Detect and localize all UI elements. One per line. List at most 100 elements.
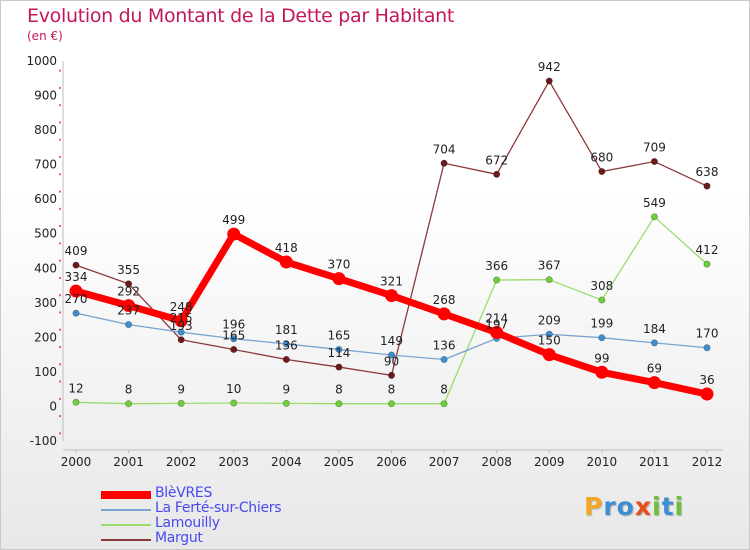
legend: BlèVRES La Ferté-sur-Chiers Lamouilly Ma… — [101, 485, 361, 547]
legend-item-lamouilly: Lamouilly — [101, 515, 361, 532]
data-label-blevres: 292 — [117, 285, 140, 299]
legend-item-blevres: BlèVRES — [101, 485, 361, 502]
data-point-la-ferte-sur-chiers — [598, 334, 606, 342]
x-tick-label: 2004 — [271, 455, 302, 469]
data-point-blevres — [437, 307, 451, 321]
data-label-lamouilly: 308 — [590, 279, 613, 293]
data-label-margut: 638 — [696, 165, 719, 179]
data-point-margut — [703, 182, 711, 190]
data-point-margut — [230, 345, 238, 353]
legend-item-margut: Margut — [101, 530, 361, 547]
data-label-margut: 193 — [170, 319, 193, 333]
data-point-lamouilly — [282, 399, 290, 407]
legend-item-la-ferte-sur-chiers: La Ferté-sur-Chiers — [101, 500, 361, 517]
data-label-la-ferte-sur-chiers: 170 — [696, 327, 719, 341]
data-label-blevres: 418 — [275, 241, 298, 255]
data-label-la-ferte-sur-chiers: 199 — [590, 317, 613, 331]
x-tick-label: 2003 — [218, 455, 249, 469]
data-label-margut: 704 — [433, 142, 456, 156]
data-point-la-ferte-sur-chiers — [335, 345, 343, 353]
data-label-blevres: 150 — [538, 334, 561, 348]
data-label-blevres: 214 — [485, 312, 508, 326]
data-point-margut — [598, 168, 606, 176]
data-point-margut — [493, 170, 501, 178]
data-point-la-ferte-sur-chiers — [387, 351, 395, 359]
x-tick-label: 2000 — [61, 455, 92, 469]
data-point-margut — [650, 158, 658, 166]
data-point-la-ferte-sur-chiers — [703, 344, 711, 352]
logo-letter: P — [584, 492, 604, 521]
data-point-margut — [440, 159, 448, 167]
data-point-blevres — [122, 299, 136, 313]
axes: -100 0 100 200 300 400 500 600 700 800 900 1000 2000… — [26, 54, 723, 469]
data-label-blevres: 499 — [222, 213, 245, 227]
y-tick-label: 600 — [34, 192, 57, 206]
y-tick-label: 500 — [34, 227, 57, 241]
data-label-margut: 114 — [327, 346, 350, 360]
data-point-la-ferte-sur-chiers — [545, 330, 553, 338]
data-point-blevres — [279, 255, 293, 269]
data-point-la-ferte-sur-chiers — [282, 340, 290, 348]
data-point-blevres — [332, 272, 346, 286]
data-label-la-ferte-sur-chiers: 209 — [538, 313, 561, 327]
y-tick-label: 1000 — [26, 54, 57, 68]
data-point-blevres — [385, 289, 398, 303]
data-label-margut: 709 — [643, 141, 666, 155]
data-label-lamouilly: 366 — [485, 259, 508, 273]
data-point-la-ferte-sur-chiers — [650, 339, 658, 347]
data-label-la-ferte-sur-chiers: 196 — [222, 318, 245, 332]
proxiti-logo: Proxiti — [584, 492, 684, 521]
data-label-la-ferte-sur-chiers: 165 — [327, 328, 350, 342]
data-label-lamouilly: 8 — [388, 383, 396, 397]
data-label-blevres: 248 — [170, 300, 193, 314]
data-point-blevres — [227, 227, 241, 241]
data-label-blevres: 36 — [699, 373, 714, 387]
data-label-la-ferte-sur-chiers: 270 — [65, 292, 88, 306]
data-point-lamouilly — [125, 400, 133, 408]
x-tick-label: 2006 — [376, 455, 407, 469]
x-tick-label: 2002 — [166, 455, 197, 469]
data-point-lamouilly — [545, 276, 553, 284]
legend-label-la-ferte-sur-chiers: La Ferté-sur-Chiers — [155, 500, 282, 516]
y-tick-label: 800 — [34, 123, 57, 137]
data-point-lamouilly — [493, 276, 501, 284]
x-tick-label: 2001 — [113, 455, 144, 469]
data-point-la-ferte-sur-chiers — [72, 309, 80, 317]
data-label-lamouilly: 412 — [696, 243, 719, 257]
data-label-lamouilly: 9 — [283, 382, 291, 396]
data-label-la-ferte-sur-chiers: 181 — [275, 323, 298, 337]
logo-letter: t — [661, 492, 675, 521]
data-point-lamouilly — [703, 260, 711, 268]
data-label-la-ferte-sur-chiers: 149 — [380, 334, 403, 348]
legend-label-margut: Margut — [155, 530, 203, 546]
data-labels: 409 355 193 165 136 114 90 704 672 942 680 709 638 12… — [65, 60, 719, 397]
x-tick-label: 2007 — [429, 455, 460, 469]
data-point-blevres — [595, 365, 609, 379]
data-point-blevres — [647, 376, 661, 390]
legend-swatch-lamouilly — [101, 524, 151, 526]
chart-subtitle: (en €) — [27, 29, 63, 43]
data-point-margut — [387, 371, 395, 379]
logo-letter: i — [652, 492, 662, 521]
data-label-la-ferte-sur-chiers: 237 — [117, 304, 140, 318]
data-point-blevres — [700, 387, 714, 401]
data-point-margut — [125, 280, 133, 288]
data-label-la-ferte-sur-chiers: 184 — [643, 322, 666, 336]
data-label-lamouilly: 549 — [643, 196, 666, 210]
data-label-margut: 672 — [485, 153, 508, 167]
data-label-margut: 165 — [222, 328, 245, 342]
legend-label-blevres: BlèVRES — [155, 485, 213, 501]
y-tick-label: 200 — [34, 330, 57, 344]
data-label-lamouilly: 9 — [177, 382, 185, 396]
legend-swatch-blevres — [101, 491, 151, 499]
data-point-lamouilly — [230, 399, 238, 407]
y-tick-label: 900 — [34, 89, 57, 103]
data-label-blevres: 334 — [65, 270, 88, 284]
x-tick-label: 2012 — [692, 455, 723, 469]
data-point-la-ferte-sur-chiers — [177, 328, 185, 336]
logo-letter: x — [634, 492, 652, 521]
data-label-margut: 355 — [117, 263, 140, 277]
data-point-blevres — [69, 284, 83, 298]
data-point-margut — [282, 355, 290, 363]
y-tick-label: 300 — [34, 296, 57, 310]
